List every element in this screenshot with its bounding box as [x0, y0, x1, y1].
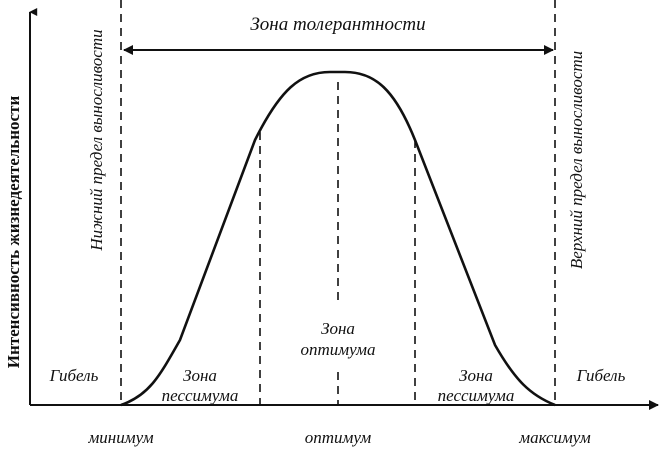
x-label-maximum: максимум [518, 428, 591, 447]
upper-limit-label: Верхний предел выносливости [567, 51, 586, 269]
tolerance-zone-label: Зона толерантности [250, 14, 425, 35]
pessimum-left-label-2: пессимума [162, 386, 239, 405]
x-label-optimum: оптимум [305, 428, 372, 447]
optimum-zone-label-1: Зона [321, 319, 355, 338]
tolerance-curve [120, 70, 556, 407]
lower-limit-label: Нижний предел выносливости [87, 29, 106, 251]
pessimum-right-label-1: Зона [459, 366, 493, 385]
pessimum-left-label-1: Зона [183, 366, 217, 385]
death-right-label: Гибель [576, 366, 626, 385]
pessimum-right-label-2: пессимума [438, 386, 515, 405]
death-left-label: Гибель [49, 366, 99, 385]
y-axis-label: Интенсивность жизнедеятельности [4, 96, 23, 369]
optimum-zone-label-2: оптимума [300, 340, 375, 359]
x-label-minimum: минимум [87, 428, 153, 447]
